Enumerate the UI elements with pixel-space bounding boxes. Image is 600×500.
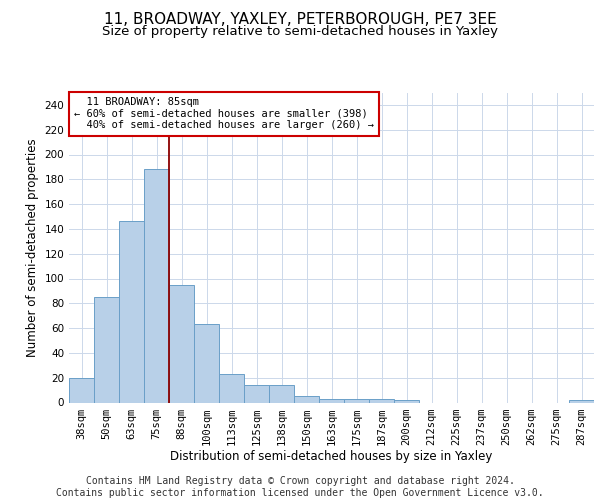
Bar [169,284,194,403]
Bar [569,400,594,402]
Text: 11 BROADWAY: 85sqm
← 60% of semi-detached houses are smaller (398)
  40% of semi: 11 BROADWAY: 85sqm ← 60% of semi-detache… [74,97,374,130]
Bar [119,222,144,402]
Text: Contains HM Land Registry data © Crown copyright and database right 2024.: Contains HM Land Registry data © Crown c… [86,476,514,486]
Bar [144,170,169,402]
Bar [294,396,319,402]
Text: Contains public sector information licensed under the Open Government Licence v3: Contains public sector information licen… [56,488,544,498]
Bar [69,378,94,402]
Bar [394,400,419,402]
Bar [194,324,219,402]
Bar [219,374,244,402]
Bar [369,399,394,402]
Bar [269,385,294,402]
Text: 11, BROADWAY, YAXLEY, PETERBOROUGH, PE7 3EE: 11, BROADWAY, YAXLEY, PETERBOROUGH, PE7 … [104,12,496,28]
Bar [244,385,269,402]
Text: Size of property relative to semi-detached houses in Yaxley: Size of property relative to semi-detach… [102,25,498,38]
X-axis label: Distribution of semi-detached houses by size in Yaxley: Distribution of semi-detached houses by … [170,450,493,464]
Y-axis label: Number of semi-detached properties: Number of semi-detached properties [26,138,39,357]
Bar [94,297,119,403]
Bar [344,399,369,402]
Bar [319,399,344,402]
